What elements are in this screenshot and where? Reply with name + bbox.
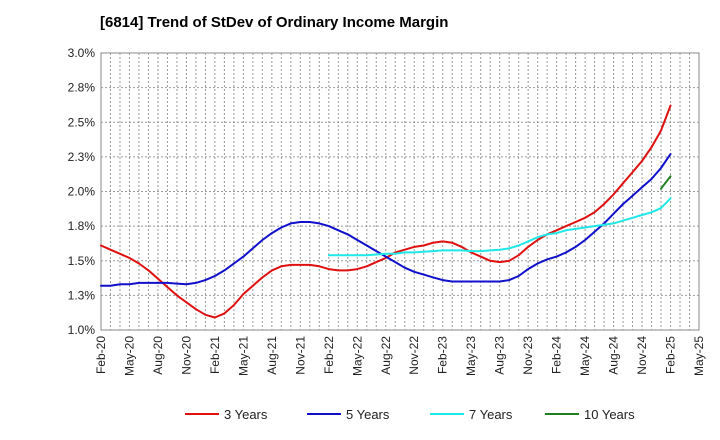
x-tick-label: Feb-20 (94, 336, 108, 374)
x-tick-label: Feb-24 (550, 336, 564, 374)
x-tick-label: Nov-24 (635, 336, 649, 375)
x-tick-label: Feb-25 (664, 336, 678, 374)
series-line-10-years (660, 175, 672, 190)
x-tick-label: Feb-21 (208, 336, 222, 374)
x-tick-label: Aug-20 (151, 336, 165, 375)
x-tick-label: Feb-22 (322, 336, 336, 374)
y-tick-label: 2.5% (68, 115, 96, 129)
x-tick-label: Nov-20 (179, 336, 193, 375)
legend-item: 7 Years (430, 407, 513, 422)
legend-label: 3 Years (224, 407, 268, 422)
x-tick-label: May-22 (350, 336, 364, 376)
x-tick-label: Aug-21 (265, 336, 279, 375)
x-tick-label: Aug-24 (607, 336, 621, 375)
x-axis-ticks: Feb-20 May-20 Aug-20 Nov-20 Feb-21 May-21 Aug-… (94, 336, 706, 376)
legend-label: 7 Years (469, 407, 513, 422)
x-tick-label: May-21 (236, 336, 250, 376)
x-tick-label: Aug-22 (379, 336, 393, 375)
legend-item: 5 Years (307, 407, 390, 422)
legend-item: 3 Years (185, 407, 268, 422)
y-tick-label: 1.3% (68, 288, 96, 302)
y-tick-label: 2.8% (68, 81, 96, 95)
x-tick-label: Nov-22 (407, 336, 421, 375)
x-tick-label: May-20 (122, 336, 136, 376)
legend-label: 5 Years (346, 407, 390, 422)
x-tick-label: May-25 (692, 336, 706, 376)
x-tick-label: May-24 (578, 336, 592, 376)
y-tick-label: 1.8% (68, 219, 96, 233)
series-lines (100, 104, 672, 319)
series-line-7-years (327, 197, 672, 257)
series-line-3-years (100, 104, 672, 319)
chart-title: [6814] Trend of StDev of Ordinary Income… (100, 14, 449, 31)
y-tick-label: 1.0% (68, 323, 96, 337)
x-tick-label: Nov-21 (293, 336, 307, 375)
y-tick-label: 2.3% (68, 150, 96, 164)
y-axis-ticks: 1.0% 1.3% 1.5% 1.8% 2.0% 2.3% 2.5% 2.8% 3.0% (68, 46, 96, 337)
y-tick-label: 1.5% (68, 254, 96, 268)
y-tick-label: 3.0% (68, 46, 96, 60)
x-tick-label: Feb-23 (436, 336, 450, 374)
y-tick-label: 2.0% (68, 185, 96, 199)
x-tick-label: Nov-23 (521, 336, 535, 375)
legend: 3 Years 5 Years 7 Years 10 Years (185, 407, 635, 422)
legend-item: 10 Years (545, 407, 635, 422)
x-tick-label: May-23 (464, 336, 478, 376)
x-tick-label: Aug-23 (493, 336, 507, 375)
series-line-5-years (100, 153, 672, 287)
legend-label: 10 Years (584, 407, 635, 422)
